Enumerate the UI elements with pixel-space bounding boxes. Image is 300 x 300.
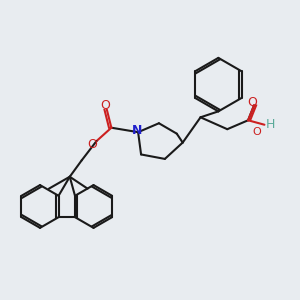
Text: H: H <box>266 118 275 131</box>
Text: O: O <box>248 96 257 109</box>
Text: O: O <box>87 138 97 151</box>
Text: O: O <box>253 127 261 137</box>
Text: O: O <box>100 99 110 112</box>
Text: N: N <box>131 124 142 137</box>
